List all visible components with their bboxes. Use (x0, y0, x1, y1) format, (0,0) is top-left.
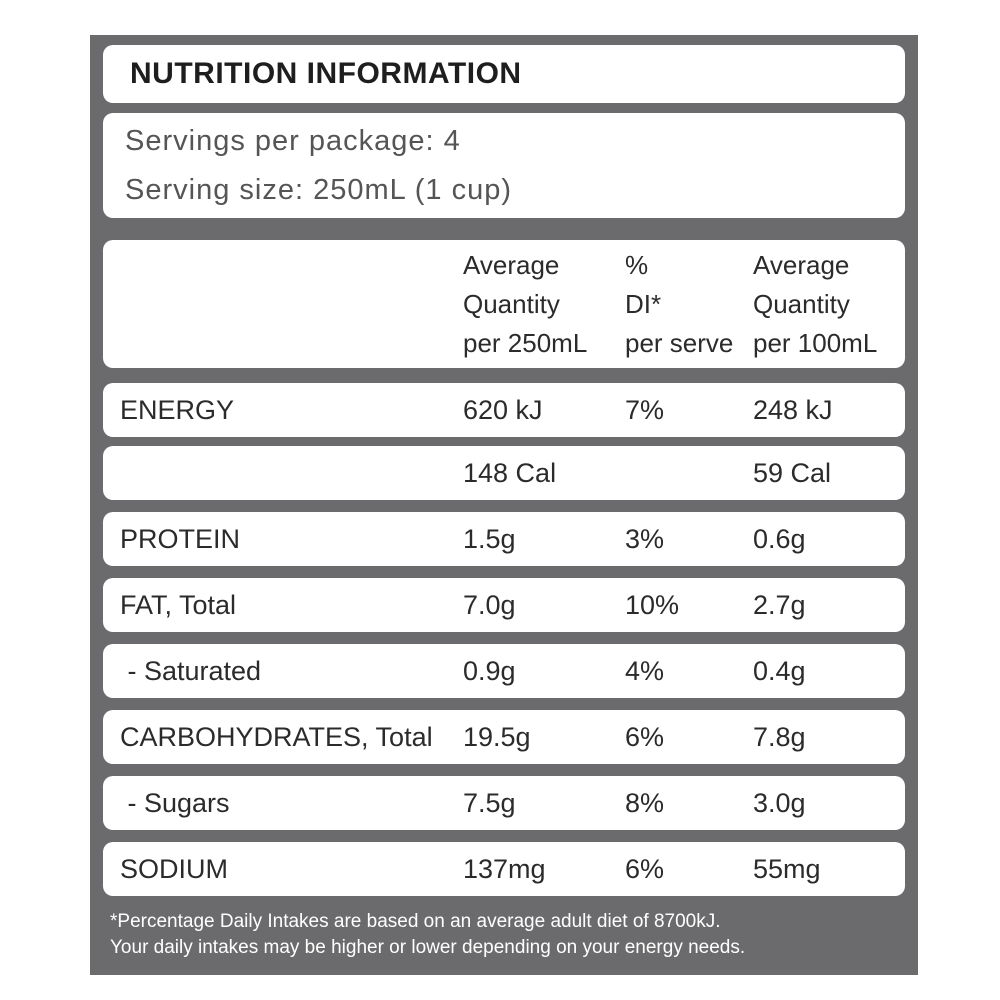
nutrient-value: 2.7g (753, 590, 806, 620)
table-row: PROTEIN 1.5g 3% 0.6g (103, 512, 905, 566)
nutrient-label: FAT, Total (120, 590, 237, 620)
nutrient-value: 3.0g (753, 788, 806, 818)
nutrient-value: 0.4g (753, 656, 806, 686)
column-header: Average (753, 250, 850, 280)
column-header: Quantity (753, 289, 850, 319)
nutrient-label: PROTEIN (120, 524, 241, 554)
table-row: FAT, Total 7.0g 10% 2.7g (103, 578, 905, 632)
nutrient-label: CARBOHYDRATES, Total (120, 722, 433, 752)
nutrient-value: 620 kJ (463, 395, 543, 425)
column-header: per 100mL (753, 328, 878, 358)
nutrient-label: ENERGY (120, 395, 235, 425)
table-row: - Sugars 7.5g 8% 3.0g (103, 776, 905, 830)
nutrition-panel: NUTRITION INFORMATION Servings per packa… (90, 35, 918, 975)
nutrient-label: - Sugars (120, 788, 230, 818)
nutrient-label: - Saturated (120, 656, 262, 686)
column-header: DI* (625, 289, 662, 319)
nutrient-value: 148 Cal (463, 458, 557, 488)
servings-line: Serving size: 250mL (1 cup) (125, 174, 512, 206)
servings-box: Servings per package: 4 Serving size: 25… (103, 113, 905, 218)
servings-line: Servings per package: 4 (125, 125, 461, 157)
nutrient-value: 3% (625, 524, 665, 554)
nutrient-value: 6% (625, 854, 665, 884)
nutrient-value: 7.5g (463, 788, 516, 818)
footnote: *Percentage Daily Intakes are based on a… (110, 911, 721, 932)
nutrient-value: 0.9g (463, 656, 516, 686)
nutrient-label: SODIUM (120, 854, 228, 884)
nutrient-value: 10% (625, 590, 680, 620)
header-box: Average Quantity per 250mL% DI* per serve Ave… (103, 240, 905, 368)
column-header: per serve (625, 328, 734, 358)
nutrient-value: 55mg (753, 854, 821, 884)
nutrient-value: 0.6g (753, 524, 806, 554)
footnote: Your daily intakes may be higher or lowe… (110, 937, 746, 958)
nutrient-value: 8% (625, 788, 665, 818)
column-header: per 250mL (463, 328, 588, 358)
column-header: % (625, 250, 649, 280)
table-row: - Saturated 0.9g 4% 0.4g (103, 644, 905, 698)
nutrient-value: 7.0g (463, 590, 516, 620)
nutrient-value: 248 kJ (753, 395, 833, 425)
nutrient-value: 6% (625, 722, 665, 752)
table-row: ENERGY 620 kJ 7% 248 kJ (103, 383, 905, 437)
nutrient-value: 19.5g (463, 722, 531, 752)
nutrient-value: 137mg (463, 854, 546, 884)
nutrient-value: 4% (625, 656, 665, 686)
column-header: Average (463, 250, 560, 280)
column-header: Quantity (463, 289, 560, 319)
nutrient-value: 1.5g (463, 524, 516, 554)
nutrient-value: 59 Cal (753, 458, 832, 488)
table-row: 148 Cal 59 Cal (103, 446, 905, 500)
table-row: SODIUM 137mg 6% 55mg (103, 842, 905, 896)
nutrient-value: 7% (625, 395, 665, 425)
table-row: CARBOHYDRATES, Total 19.5g 6% 7.8g (103, 710, 905, 764)
title-box: NUTRITION INFORMATION (103, 45, 905, 103)
nutrient-value: 7.8g (753, 722, 806, 752)
title: NUTRITION INFORMATION (130, 57, 522, 90)
